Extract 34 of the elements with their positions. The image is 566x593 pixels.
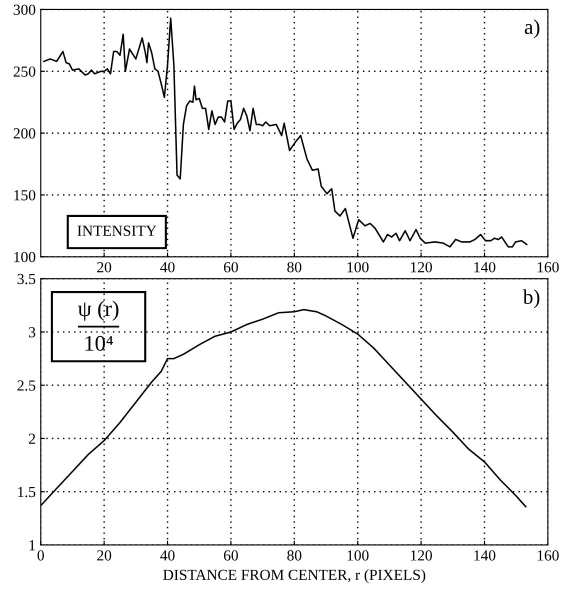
x-tick-label: 120 <box>410 262 432 272</box>
x-tick-label: 100 <box>348 262 369 272</box>
annotation: 10⁴ <box>86 336 113 351</box>
x-tick-label: 20 <box>97 550 112 561</box>
y-tick-label: 250 <box>14 66 36 77</box>
x-tick-label: 0 <box>38 550 44 561</box>
x-tick-label: 140 <box>474 262 496 272</box>
y-tick-label: 2 <box>28 434 36 444</box>
x-axis-title: DISTANCE FROM CENTER, r (PIXELS) <box>163 569 426 584</box>
x-tick-label: 160 <box>538 550 559 561</box>
y-tick-label: 200 <box>14 128 36 139</box>
x-tick-label: 160 <box>538 262 559 272</box>
y-tick-label: 1 <box>30 540 35 550</box>
y-tick-label: 3 <box>28 327 36 338</box>
y-tick-label: 1.5 <box>18 486 36 498</box>
x-tick-label: 40 <box>160 262 175 272</box>
annotation: INTENSITY <box>77 226 156 236</box>
x-tick-label: 140 <box>474 550 496 561</box>
x-tick-label: 40 <box>160 550 175 561</box>
annotation: a) <box>524 19 540 38</box>
x-tick-label: 100 <box>348 550 369 561</box>
y-tick-label: 300 <box>14 4 36 15</box>
y-tick-label: 3.5 <box>18 274 36 284</box>
y-tick-label: 150 <box>14 190 36 200</box>
x-tick-label: 20 <box>97 262 112 272</box>
y-tick-label: 100 <box>14 252 36 262</box>
annotation: ψ (r) <box>78 300 118 321</box>
x-tick-label: 60 <box>224 262 238 272</box>
x-tick-label: 80 <box>287 262 302 272</box>
y-tick-label: 2.5 <box>17 380 36 391</box>
x-tick-label: 120 <box>410 550 432 561</box>
x-tick-label: 80 <box>287 550 302 561</box>
x-tick-label: 60 <box>224 550 238 561</box>
annotation: b) <box>522 289 540 308</box>
